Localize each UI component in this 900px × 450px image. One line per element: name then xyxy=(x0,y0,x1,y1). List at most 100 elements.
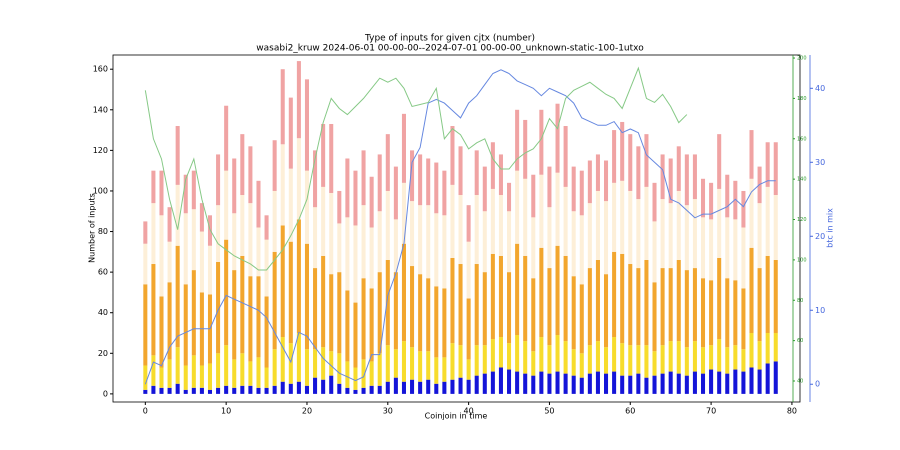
bar-segment xyxy=(636,268,641,346)
bar-segment xyxy=(773,259,778,334)
bar-segment xyxy=(458,345,463,378)
bar-segment xyxy=(709,369,714,394)
bar-segment xyxy=(191,355,196,388)
bar-segment xyxy=(450,379,455,394)
bar-segment xyxy=(434,286,439,358)
bar-segment xyxy=(555,172,560,246)
bar-segment xyxy=(725,373,730,394)
bar-segment xyxy=(434,213,439,287)
bar-segment xyxy=(224,105,229,171)
bar-segment xyxy=(749,178,754,248)
bar-segment xyxy=(741,227,746,289)
bar-segment xyxy=(757,369,762,394)
bar-segment xyxy=(725,347,730,374)
bar-segment xyxy=(765,142,770,187)
bar-segment xyxy=(175,126,180,185)
bar-segment xyxy=(660,373,665,394)
bar-segment xyxy=(216,387,221,394)
bar-segment xyxy=(466,359,471,380)
bar-segment xyxy=(733,345,738,370)
bar-segment xyxy=(345,361,350,388)
bar-segment xyxy=(167,359,172,388)
bar-segment xyxy=(466,298,471,360)
bar-segment xyxy=(482,345,487,374)
bar-segment xyxy=(539,371,544,394)
bar-segment xyxy=(393,349,398,378)
bar-segment xyxy=(523,255,528,342)
y-tick-label: 140 xyxy=(93,105,108,114)
bar-segment xyxy=(765,363,770,394)
bar-segment xyxy=(684,375,689,394)
bar-segment xyxy=(652,282,657,352)
bar-segment xyxy=(531,375,536,394)
bar-segment xyxy=(288,383,293,394)
bar-segment xyxy=(248,361,253,386)
bar-segment xyxy=(151,385,156,394)
bar-segment xyxy=(321,255,326,348)
x-tick-label: 60 xyxy=(625,407,635,416)
bar-segment xyxy=(426,351,431,380)
bar-segment xyxy=(587,160,592,204)
bar-segment xyxy=(692,199,697,269)
series-line xyxy=(144,69,776,385)
bar-segment xyxy=(652,375,657,394)
bar-segment xyxy=(353,170,358,226)
bar-segment xyxy=(272,385,277,394)
bar-segment xyxy=(224,170,229,240)
bar-segment xyxy=(595,190,600,260)
bar-segment xyxy=(676,259,681,342)
bar-segment xyxy=(304,349,309,386)
bar-segment xyxy=(377,154,382,212)
bar-segment xyxy=(490,142,495,189)
bar-segment xyxy=(337,190,342,224)
bar-segment xyxy=(418,205,423,275)
bar-segment xyxy=(579,170,584,216)
bar-segment xyxy=(272,190,277,252)
bar-segment xyxy=(418,381,423,394)
bar-segment xyxy=(159,387,164,394)
bar-segment xyxy=(377,211,382,273)
x-tick-label: 10 xyxy=(221,407,231,416)
bar-segment xyxy=(151,355,156,386)
bar-segment xyxy=(288,97,293,169)
bar-segment xyxy=(224,345,229,386)
bar-segment xyxy=(393,377,398,394)
bar-segment xyxy=(224,239,229,346)
bar-segment xyxy=(426,379,431,394)
bar-segment xyxy=(757,203,762,269)
bar-segment xyxy=(507,343,512,370)
bar-segment xyxy=(248,203,253,277)
bar-segment xyxy=(733,369,738,394)
bar-segment xyxy=(636,199,641,269)
bar-segment xyxy=(159,296,164,368)
bar-segment xyxy=(498,195,503,256)
bar-segment xyxy=(725,278,730,348)
bar-segment xyxy=(507,211,512,273)
bar-segment xyxy=(700,217,706,279)
bar-segment xyxy=(490,188,495,254)
bar-segment xyxy=(159,170,164,216)
bar-segment xyxy=(143,284,148,366)
bar-segment xyxy=(304,170,309,244)
bar-segment xyxy=(401,381,406,394)
bar-segment xyxy=(515,371,520,394)
bar-segment xyxy=(199,203,204,232)
bar-segment xyxy=(191,270,196,356)
bar-segment xyxy=(167,207,172,242)
bar-segment xyxy=(167,387,172,394)
bar-segment xyxy=(280,144,285,226)
y-tick-label: 120 xyxy=(93,146,108,155)
bar-segment xyxy=(612,182,617,252)
bar-segment xyxy=(628,375,633,394)
bar-segment xyxy=(175,347,180,384)
bar-segment xyxy=(329,123,334,193)
bar-segment xyxy=(523,341,528,374)
bar-segment xyxy=(725,217,730,279)
bar-segment xyxy=(620,375,625,394)
bar-segment xyxy=(612,337,617,372)
bar-segment xyxy=(280,337,285,382)
plot-frame xyxy=(112,54,801,403)
bar-segment xyxy=(434,162,439,214)
bar-segment xyxy=(700,347,706,374)
bar-segment xyxy=(604,347,609,374)
